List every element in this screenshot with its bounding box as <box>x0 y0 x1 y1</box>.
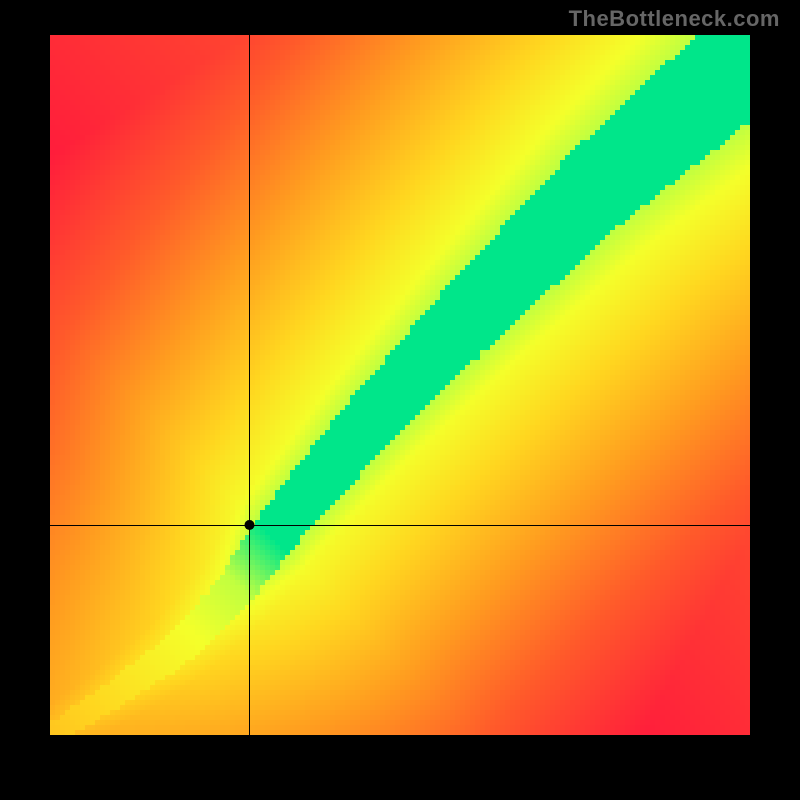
crosshair-overlay <box>50 35 750 735</box>
chart-container: TheBottleneck.com <box>0 0 800 800</box>
heatmap-plot <box>50 35 750 735</box>
watermark-text: TheBottleneck.com <box>569 6 780 32</box>
